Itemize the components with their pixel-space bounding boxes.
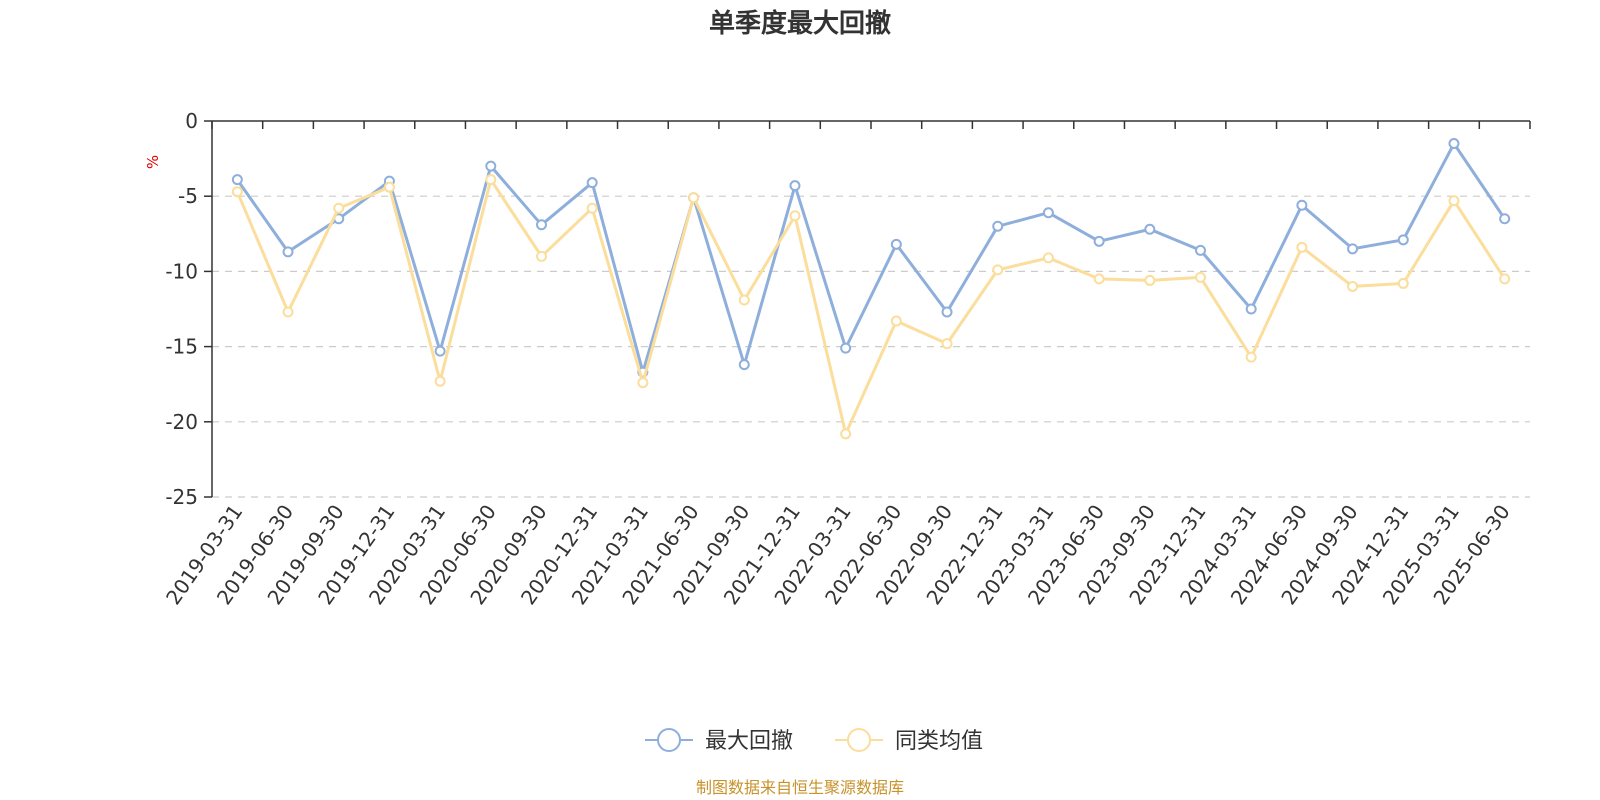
series-1-point	[1144, 223, 1156, 235]
series-1-point	[941, 306, 953, 318]
series-1-point	[890, 238, 902, 250]
series-2-point	[840, 428, 852, 440]
series-2-point	[1397, 277, 1409, 289]
series-2-point	[1448, 195, 1460, 207]
legend[interactable]: 最大回撤 同类均值	[645, 728, 983, 754]
series-1-point	[1347, 243, 1359, 255]
series-1-point	[1093, 235, 1105, 247]
y-tick-label: 0	[185, 109, 198, 133]
series-1-point	[586, 177, 598, 189]
series-1-point	[840, 342, 852, 354]
data-source-note: 制图数据来自恒生聚源数据库	[696, 778, 904, 797]
axes	[204, 120, 1531, 498]
series-line-2	[235, 178, 1506, 436]
series-1-point	[536, 219, 547, 231]
legend-item-1[interactable]: 最大回撤	[645, 728, 793, 754]
series-1-point	[1448, 138, 1460, 150]
y-tick-label: -15	[165, 335, 198, 359]
series-2-point	[231, 186, 243, 198]
series-2-point	[789, 210, 801, 222]
series-1-point	[282, 246, 294, 258]
legend-marker	[847, 728, 871, 752]
y-tick-label: -5	[178, 184, 198, 208]
series-2-point	[586, 202, 598, 214]
y-tick-label: -25	[165, 485, 198, 509]
series-2-point	[1296, 241, 1308, 253]
legend-label: 最大回撤	[705, 729, 793, 754]
series-2-point	[688, 192, 700, 204]
series-2-point	[1042, 252, 1054, 264]
series-2-point	[383, 181, 395, 193]
legend-label: 同类均值	[895, 729, 983, 754]
series-2-point	[1093, 273, 1105, 285]
series-2-point	[282, 306, 294, 318]
series-1-point	[789, 180, 801, 192]
series-2-point	[434, 375, 446, 387]
series-2-point	[536, 250, 547, 262]
series-2-point	[738, 294, 750, 306]
series-2-point	[1347, 280, 1359, 292]
series-2-point	[941, 338, 953, 350]
series	[231, 138, 1511, 440]
legend-marker	[657, 728, 681, 752]
legend-item-2[interactable]: 同类均值	[835, 728, 983, 754]
y-axis-unit: %	[144, 155, 162, 169]
series-1-point	[434, 345, 446, 357]
y-tick-labels: 0 -5 -10 -15 -20 -25	[165, 109, 198, 509]
series-2-point	[1144, 274, 1156, 286]
series-line-1	[236, 142, 1506, 374]
series-1-point	[231, 174, 243, 186]
series-1-point	[1042, 207, 1054, 219]
series-2-point	[1195, 271, 1206, 283]
y-tick-label: -20	[165, 410, 198, 434]
series-2-point	[637, 377, 649, 389]
series-2-point	[1499, 273, 1511, 285]
grid	[212, 195, 1530, 498]
series-1-point	[1397, 234, 1409, 246]
series-1-point	[1296, 199, 1308, 211]
series-1-point	[1499, 213, 1511, 225]
series-1-point	[1195, 244, 1206, 256]
y-tick-label: -10	[165, 259, 198, 283]
series-1-point	[1245, 303, 1257, 315]
series-1-point	[992, 220, 1004, 232]
chart-title: 单季度最大回撤	[709, 8, 891, 39]
series-2-point	[890, 315, 902, 327]
series-2-point	[992, 264, 1004, 276]
series-1-point	[738, 359, 750, 371]
series-2-point	[485, 174, 497, 186]
series-1-point	[485, 160, 497, 172]
series-2-point	[333, 202, 345, 214]
series-2-point	[1245, 351, 1257, 363]
x-tick-labels: 2019-03-312019-06-302019-09-302019-12-31…	[161, 500, 1515, 609]
